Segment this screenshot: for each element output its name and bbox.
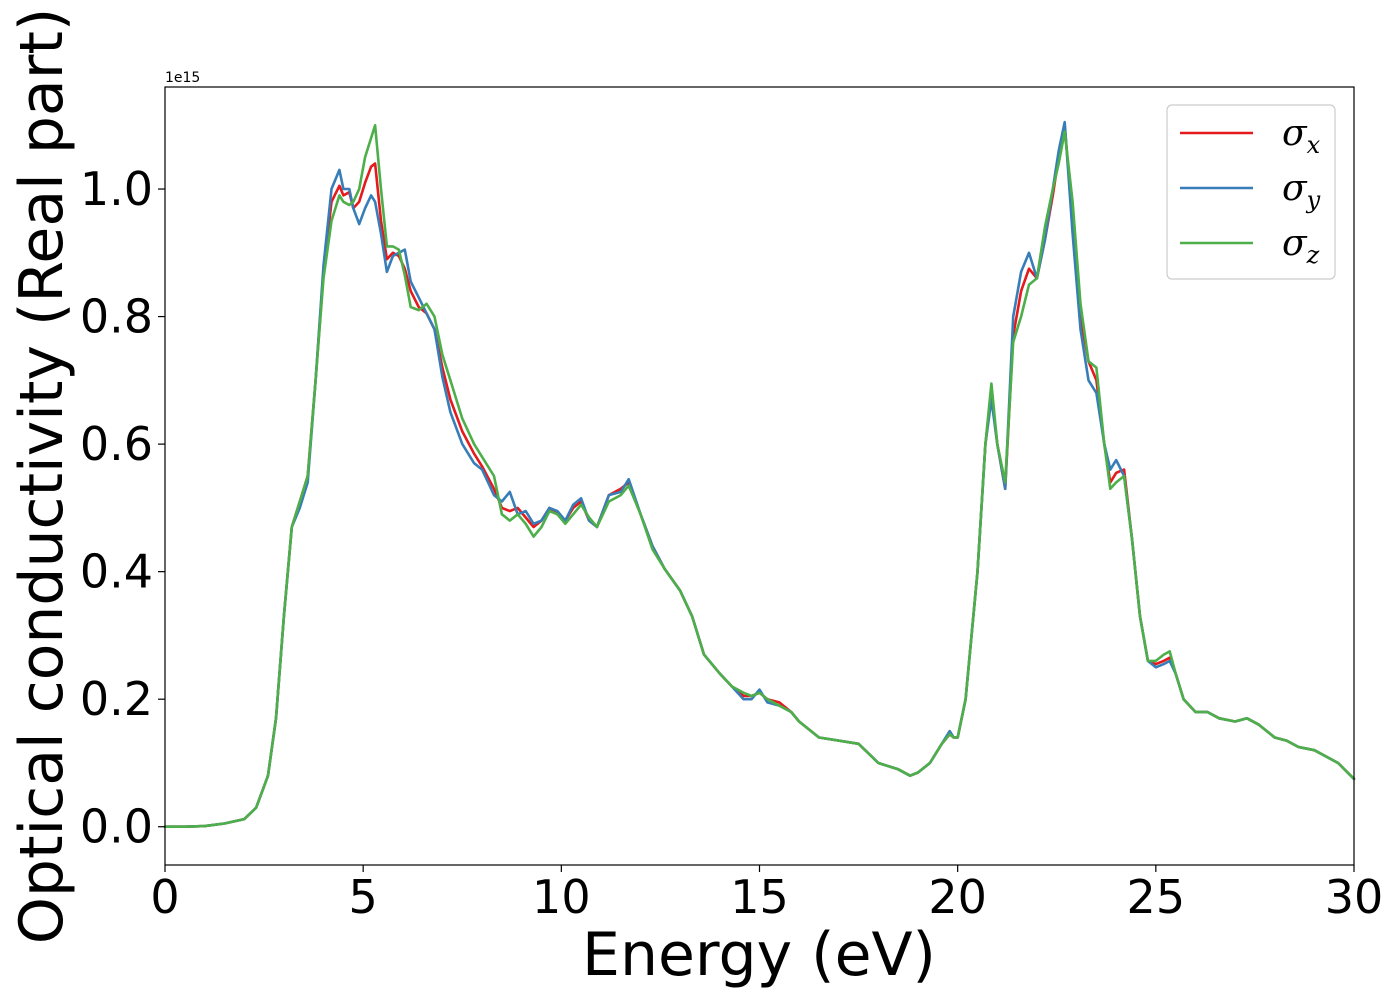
y-axis-label: Optical conductivity (Real part) — [7, 8, 77, 945]
y-tick-label: 1.0 — [80, 162, 153, 216]
x-axis-label: Energy (eV) — [582, 920, 936, 990]
legend-box — [1166, 104, 1336, 280]
x-tick-label: 30 — [1325, 870, 1384, 924]
y-tick-label: 0.4 — [80, 545, 153, 599]
x-tick-label: 10 — [532, 870, 591, 924]
series-line-z — [163, 124, 1356, 828]
y-offset-label: 1e15 — [165, 70, 200, 86]
x-tick-label: 0 — [150, 870, 179, 924]
y-tick-label: 0.0 — [80, 800, 153, 854]
series-layer — [163, 120, 1356, 828]
y-tick-label: 0.6 — [80, 417, 153, 471]
x-tick-label: 5 — [349, 870, 378, 924]
y-tick-label: 0.8 — [80, 290, 153, 344]
y-axis-ticks: 0.0 0.2 0.4 0.6 0.8 1.0 — [80, 162, 165, 854]
x-tick-label: 15 — [730, 870, 789, 924]
y-tick-label: 0.2 — [80, 672, 153, 726]
x-axis-ticks: 0 5 10 15 20 25 30 — [150, 865, 1383, 924]
x-tick-label: 20 — [928, 870, 987, 924]
x-tick-label: 25 — [1127, 870, 1186, 924]
